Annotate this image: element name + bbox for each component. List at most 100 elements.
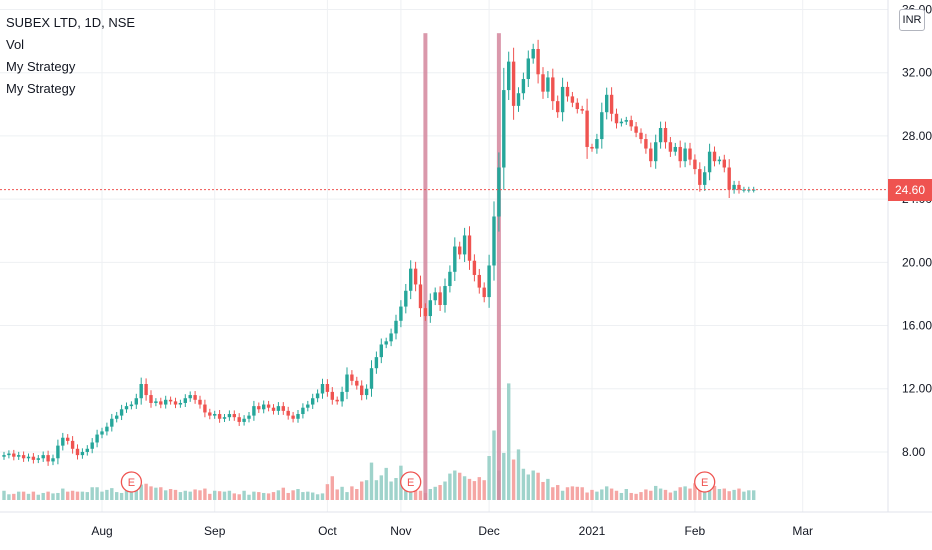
candle-body [536, 48, 540, 75]
candle-body [717, 159, 722, 162]
price-tick-label: 32.00 [902, 66, 932, 80]
candle-body [144, 384, 148, 396]
candle-body [325, 384, 330, 392]
volume-bar [629, 492, 633, 500]
candle-body [467, 235, 472, 261]
candle-body [443, 286, 447, 305]
volume-bar [546, 478, 550, 500]
candle-body [639, 132, 643, 140]
volume-bar [159, 487, 163, 500]
volume-bar [286, 492, 290, 500]
candle-body [404, 290, 408, 307]
volume-bar [70, 490, 75, 500]
candle-body [115, 415, 119, 419]
volume-bar [95, 487, 99, 500]
volume-bar [139, 484, 143, 500]
volume-bar [315, 494, 320, 500]
candle-body [379, 344, 383, 358]
volume-bar [325, 484, 330, 500]
volume-bar [364, 480, 369, 500]
volume-bar [262, 492, 266, 500]
volume-bar [458, 472, 462, 500]
candle-body [531, 48, 535, 59]
volume-bar [673, 490, 677, 500]
volume-bar [487, 456, 491, 500]
candle-body [551, 77, 555, 102]
candle-body [355, 380, 359, 386]
candle-body [565, 86, 570, 97]
volume-bar [678, 487, 682, 500]
volume-bar [17, 491, 21, 500]
candle-body [90, 442, 94, 449]
candle-body [315, 393, 320, 399]
candle-body [213, 414, 217, 416]
volume-bar [61, 488, 65, 500]
volume-bar [335, 489, 339, 500]
volume-bar [413, 489, 418, 500]
candle-body [448, 271, 452, 287]
volume-bar [46, 491, 50, 500]
volume-bar [649, 490, 653, 500]
volume-bar [144, 483, 148, 500]
volume-bar [119, 492, 124, 500]
candle-body [526, 58, 530, 80]
candle-body [413, 268, 418, 285]
candle-body [453, 246, 457, 272]
volume-bar [737, 488, 741, 500]
volume-bar [605, 486, 609, 500]
last-price-label: 24.60 [888, 178, 932, 201]
candle-body [472, 260, 477, 275]
candle-body [70, 440, 75, 449]
candle-body [433, 292, 437, 301]
price-tick-label: 16.00 [902, 319, 932, 333]
candle-body [423, 308, 428, 317]
strategy-bar [496, 33, 501, 501]
volume-bar [477, 477, 481, 500]
candle-body [658, 128, 663, 143]
candle-body [614, 113, 619, 124]
candle-body [585, 110, 589, 147]
volume-bar [350, 486, 354, 500]
candle-body [374, 357, 379, 369]
indicator-strategy-1[interactable]: My Strategy [6, 59, 76, 74]
candle-body [560, 86, 565, 113]
candle-body [688, 148, 692, 160]
volume-bar [188, 491, 192, 500]
candle-body [66, 437, 70, 441]
volume-bar [26, 493, 31, 500]
symbol-title[interactable]: SUBEX LTD, 1D, NSE [6, 15, 136, 30]
volume-bar [12, 493, 16, 500]
volume-bar [173, 489, 178, 500]
candle-body [330, 391, 334, 400]
volume-bar [521, 468, 526, 500]
volume-bar [389, 481, 393, 500]
candle-body [56, 445, 60, 459]
time-axis[interactable]: Aug Sep Oct Nov Dec 2021 Feb Mar [91, 524, 813, 538]
candle-body [301, 407, 305, 415]
candle-body [217, 414, 222, 419]
volume-bar [614, 490, 619, 500]
volume-bar [31, 491, 36, 500]
volume-bar [462, 476, 467, 500]
indicator-strategy-2[interactable]: My Strategy [6, 81, 76, 96]
volume-bar [257, 492, 261, 500]
candle-body [110, 418, 114, 427]
indicator-vol[interactable]: Vol [6, 37, 25, 52]
volume-bar [752, 490, 756, 500]
candle-body [164, 399, 168, 405]
candle-body [600, 112, 604, 140]
volume-bar [222, 491, 227, 500]
currency-button[interactable]: INR [899, 9, 925, 31]
candle-body [36, 458, 40, 460]
candle-body [727, 167, 731, 190]
candle-body [21, 455, 26, 459]
candle-body [105, 426, 109, 432]
candle-body [678, 146, 682, 162]
candle-body [698, 169, 702, 185]
candle-body [556, 101, 560, 113]
volume-bar [193, 489, 197, 500]
candle-body [492, 216, 496, 266]
